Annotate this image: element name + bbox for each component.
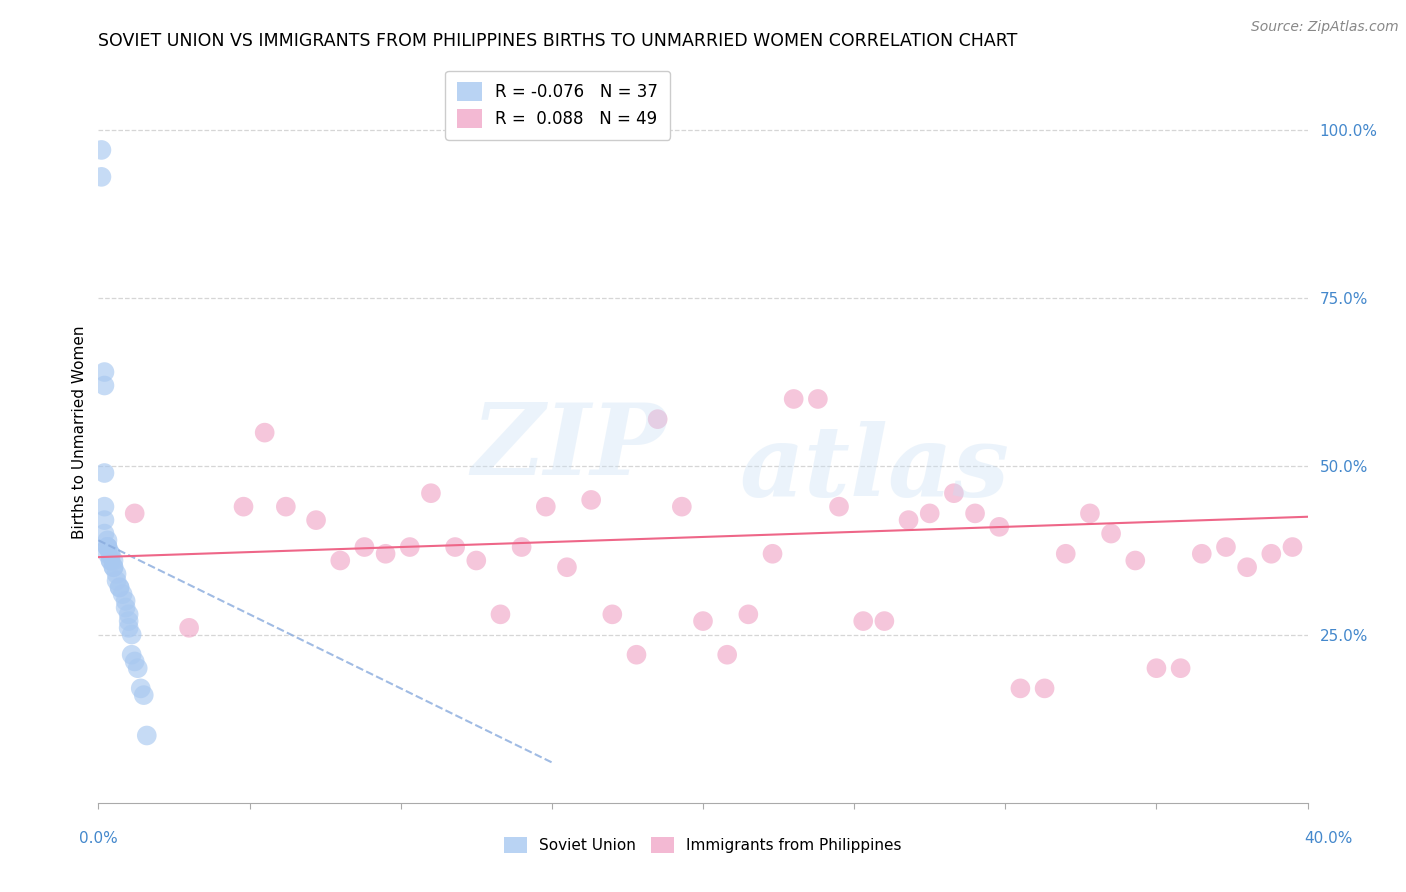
- Point: [118, 614, 141, 628]
- Point: [90, 169, 112, 184]
- Point: [602, 607, 624, 622]
- Point: [374, 547, 396, 561]
- Point: [1054, 547, 1077, 561]
- Point: [1144, 661, 1167, 675]
- Point: [274, 500, 297, 514]
- Point: [121, 648, 143, 662]
- Point: [510, 540, 533, 554]
- Point: [1010, 681, 1032, 696]
- Point: [671, 500, 693, 514]
- Point: [489, 607, 512, 622]
- Point: [692, 614, 714, 628]
- Point: [852, 614, 875, 628]
- Point: [1215, 540, 1237, 554]
- Point: [96, 540, 118, 554]
- Point: [93, 378, 115, 392]
- Text: 40.0%: 40.0%: [1305, 831, 1353, 846]
- Point: [534, 500, 557, 514]
- Point: [737, 607, 759, 622]
- Point: [988, 520, 1011, 534]
- Point: [761, 547, 783, 561]
- Y-axis label: Births to Unmarried Women: Births to Unmarried Women: [72, 326, 87, 540]
- Point: [897, 513, 920, 527]
- Point: [647, 412, 669, 426]
- Point: [828, 500, 851, 514]
- Point: [1078, 507, 1101, 521]
- Legend: R = -0.076   N = 37, R =  0.088   N = 49: R = -0.076 N = 37, R = 0.088 N = 49: [446, 70, 669, 140]
- Text: Source: ZipAtlas.com: Source: ZipAtlas.com: [1251, 20, 1399, 34]
- Point: [398, 540, 420, 554]
- Text: 0.0%: 0.0%: [79, 831, 118, 846]
- Point: [420, 486, 443, 500]
- Point: [1099, 526, 1122, 541]
- Point: [132, 688, 155, 702]
- Point: [108, 581, 131, 595]
- Point: [807, 392, 830, 406]
- Point: [1123, 553, 1146, 567]
- Point: [118, 621, 141, 635]
- Point: [1236, 560, 1258, 574]
- Point: [1033, 681, 1056, 696]
- Point: [135, 729, 157, 743]
- Point: [253, 425, 276, 440]
- Point: [1260, 547, 1282, 561]
- Point: [873, 614, 896, 628]
- Point: [329, 553, 352, 567]
- Point: [90, 143, 112, 157]
- Point: [1170, 661, 1192, 675]
- Text: ZIP: ZIP: [472, 400, 666, 496]
- Point: [100, 553, 122, 567]
- Point: [1191, 547, 1213, 561]
- Point: [179, 621, 201, 635]
- Point: [96, 533, 118, 548]
- Point: [105, 566, 128, 581]
- Point: [305, 513, 328, 527]
- Point: [124, 507, 146, 521]
- Point: [93, 526, 115, 541]
- Point: [93, 365, 115, 379]
- Point: [93, 513, 115, 527]
- Point: [103, 553, 125, 567]
- Point: [555, 560, 578, 574]
- Point: [118, 607, 141, 622]
- Point: [96, 540, 118, 554]
- Point: [942, 486, 965, 500]
- Point: [96, 540, 118, 554]
- Point: [232, 500, 254, 514]
- Point: [918, 507, 941, 521]
- Point: [105, 574, 128, 588]
- Point: [465, 553, 488, 567]
- Point: [579, 492, 602, 507]
- Point: [353, 540, 375, 554]
- Point: [127, 661, 149, 675]
- Point: [129, 681, 152, 696]
- Point: [444, 540, 467, 554]
- Point: [96, 547, 118, 561]
- Legend: Soviet Union, Immigrants from Philippines: Soviet Union, Immigrants from Philippine…: [498, 830, 908, 859]
- Point: [626, 648, 648, 662]
- Text: atlas: atlas: [740, 421, 1010, 518]
- Point: [121, 627, 143, 641]
- Point: [124, 655, 146, 669]
- Point: [965, 507, 987, 521]
- Point: [103, 560, 125, 574]
- Point: [93, 500, 115, 514]
- Point: [111, 587, 134, 601]
- Point: [1281, 540, 1303, 554]
- Point: [100, 547, 122, 561]
- Point: [716, 648, 738, 662]
- Text: SOVIET UNION VS IMMIGRANTS FROM PHILIPPINES BIRTHS TO UNMARRIED WOMEN CORRELATIO: SOVIET UNION VS IMMIGRANTS FROM PHILIPPI…: [98, 32, 1018, 50]
- Point: [114, 594, 136, 608]
- Point: [103, 560, 125, 574]
- Point: [108, 581, 131, 595]
- Point: [100, 547, 122, 561]
- Point: [100, 553, 122, 567]
- Point: [114, 600, 136, 615]
- Point: [783, 392, 806, 406]
- Point: [93, 466, 115, 480]
